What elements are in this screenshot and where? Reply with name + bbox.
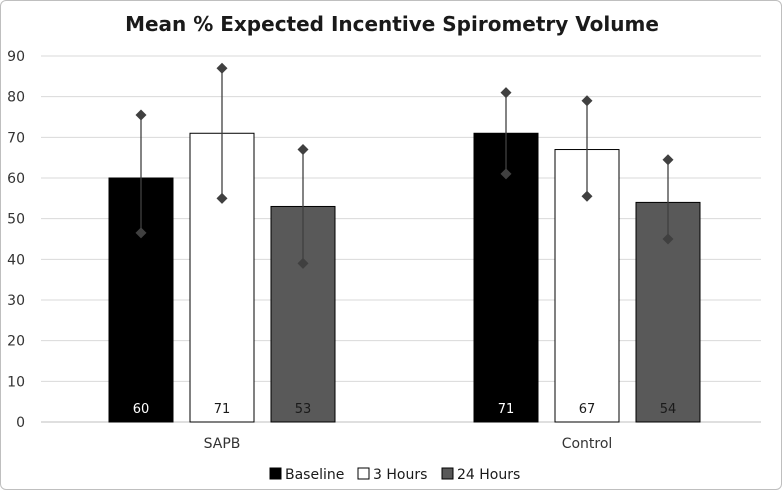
y-tick-label: 10	[7, 374, 25, 390]
data-label: 54	[660, 402, 677, 417]
error-high-marker	[662, 154, 674, 166]
y-tick-label: 60	[7, 171, 25, 187]
legend-label: Baseline	[285, 467, 344, 483]
category-label-sapb: SAPB	[204, 436, 241, 452]
error-bars	[135, 62, 674, 269]
y-tick-label: 40	[7, 252, 25, 268]
chart-title: Mean % Expected Incentive Spirometry Vol…	[125, 12, 659, 36]
legend-label: 3 Hours	[373, 467, 427, 483]
error-low-marker	[216, 192, 228, 204]
y-tick-label: 90	[7, 49, 25, 65]
error-low-marker	[662, 233, 674, 245]
data-label: 60	[133, 402, 150, 417]
data-label: 71	[498, 402, 515, 417]
legend-swatch-3-hours	[357, 467, 370, 480]
error-low-marker	[297, 257, 309, 269]
error-high-marker	[135, 109, 147, 121]
y-axis-ticks: 0 10 20 30 40 50 60 70 80 90	[7, 49, 25, 431]
error-high-marker	[297, 144, 309, 156]
y-tick-label: 30	[7, 293, 25, 309]
legend-label: 24 Hours	[457, 467, 520, 483]
error-low-marker	[581, 190, 593, 202]
category-label-control: Control	[562, 436, 613, 452]
legend: Baseline 3 Hours 24 Hours	[269, 467, 520, 483]
data-label: 67	[579, 402, 596, 417]
error-low-marker	[500, 168, 512, 180]
y-tick-label: 20	[7, 334, 25, 350]
legend-swatch-24-hours	[441, 467, 454, 480]
data-label: 71	[214, 402, 231, 417]
error-high-marker	[500, 87, 512, 99]
data-labels: 60 71 53 71 67 54	[133, 402, 677, 417]
error-high-marker	[216, 62, 228, 74]
data-label: 53	[295, 402, 312, 417]
y-tick-label: 50	[7, 212, 25, 228]
y-tick-label: 0	[16, 415, 25, 431]
y-tick-label: 70	[7, 130, 25, 146]
y-tick-label: 80	[7, 90, 25, 106]
bar-control-baseline	[473, 132, 539, 423]
x-axis-categories: SAPB Control	[204, 436, 613, 452]
error-high-marker	[581, 95, 593, 107]
error-low-marker	[135, 227, 147, 239]
bar-sapb-24-hours	[270, 205, 336, 423]
bars	[108, 132, 701, 423]
legend-swatch-baseline	[269, 467, 282, 480]
